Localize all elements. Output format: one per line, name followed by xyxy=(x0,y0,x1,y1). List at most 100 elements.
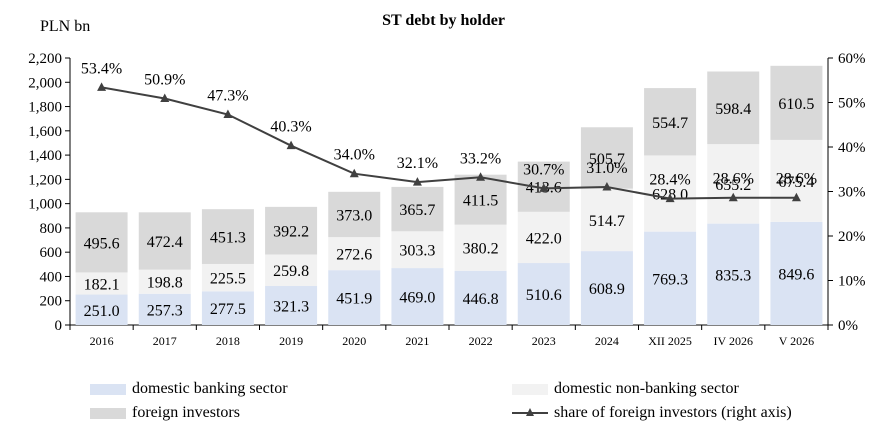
bar-data-label: 505.7 xyxy=(589,151,625,168)
bar-data-label: 422.0 xyxy=(526,230,562,247)
legend-item-banking: domestic banking sector xyxy=(90,380,288,398)
share-line-marker xyxy=(97,82,107,91)
share-line-label: 50.9% xyxy=(144,71,185,88)
bar-data-label: 182.1 xyxy=(84,276,120,293)
share-line-label: 53.4% xyxy=(81,60,122,77)
share-line-marker xyxy=(602,182,612,191)
bar-segment-foreign xyxy=(265,206,318,255)
bar-segment-foreign xyxy=(770,65,823,140)
share-line-label: 28.4% xyxy=(649,172,690,189)
bar-data-label: 849.6 xyxy=(778,266,814,283)
bar-data-label: 446.8 xyxy=(463,291,499,308)
bar-data-label: 451.9 xyxy=(336,291,372,308)
bar-segment-nonbanking xyxy=(75,272,128,295)
bar-segment-banking xyxy=(707,223,760,325)
bar-data-label: 373.0 xyxy=(336,207,372,224)
x-tick-label: 2019 xyxy=(279,334,303,348)
y-right-tick-label: 30% xyxy=(838,185,866,201)
x-tick-label: XII 2025 xyxy=(648,334,692,348)
bar-data-label: 495.6 xyxy=(84,235,120,252)
bar-segment-foreign xyxy=(75,212,128,273)
bar-segment-nonbanking xyxy=(138,269,191,294)
share-line-label: 30.7% xyxy=(523,161,564,178)
bar-data-label: 303.3 xyxy=(399,243,435,260)
y-left-tick-label: 2,000 xyxy=(28,75,62,91)
share-line-label: 33.2% xyxy=(460,150,501,167)
bar-data-label: 257.3 xyxy=(147,302,183,319)
y-right-tick-label: 50% xyxy=(838,96,866,112)
y-left-tick-label: 1,000 xyxy=(28,197,62,213)
bar-segment-foreign xyxy=(454,174,507,225)
bar-data-label: 472.4 xyxy=(147,234,183,251)
bar-data-label: 610.5 xyxy=(778,96,814,113)
y-right-tick-label: 0% xyxy=(838,318,858,334)
bar-segment-foreign xyxy=(138,212,191,270)
share-line-label: 47.3% xyxy=(207,88,248,105)
bar-data-label: 225.5 xyxy=(210,271,246,288)
bar-segment-nonbanking xyxy=(265,254,318,287)
bar-data-label: 411.5 xyxy=(463,193,498,210)
y-left-tick-label: 600 xyxy=(40,245,63,261)
share-line-marker xyxy=(160,93,170,102)
share-line xyxy=(101,86,797,200)
bar-data-label: 675.4 xyxy=(778,174,814,191)
bar-data-label: 835.3 xyxy=(715,267,751,284)
y-right-tick-label: 40% xyxy=(838,140,866,156)
y-left-tick-label: 800 xyxy=(40,221,63,237)
bar-segment-banking xyxy=(201,291,254,325)
y-left-tick-label: 2,200 xyxy=(28,51,62,67)
bar-segment-banking xyxy=(770,221,823,325)
y-left-tick-label: 1,400 xyxy=(28,148,62,164)
x-tick-label: 2020 xyxy=(342,334,366,348)
bar-segment-foreign xyxy=(391,186,444,232)
y-right-tick-label: 60% xyxy=(838,51,866,67)
bar-segment-nonbanking xyxy=(517,211,570,264)
bar-data-label: 277.5 xyxy=(210,301,246,318)
bar-segment-nonbanking xyxy=(644,155,697,232)
bar-segment-nonbanking xyxy=(391,231,444,269)
bar-segment-foreign xyxy=(201,209,254,264)
share-line-label: 28.6% xyxy=(713,171,754,188)
y-left-tick-label: 0 xyxy=(55,318,63,334)
legend-item-foreign: foreign investors xyxy=(90,404,240,422)
bar-data-label: 198.8 xyxy=(147,275,183,292)
bar-segment-nonbanking xyxy=(328,237,381,271)
legend-item-share-line: share of foreign investors (right axis) xyxy=(512,404,792,422)
bar-data-label: 392.2 xyxy=(273,224,309,241)
bar-segment-banking xyxy=(75,294,128,325)
bar-segment-nonbanking xyxy=(770,139,823,222)
bar-data-label: 608.9 xyxy=(589,281,625,298)
x-tick-label: 2016 xyxy=(90,334,114,348)
legend-swatch-nonbanking xyxy=(512,383,548,395)
legend-swatch-share-line xyxy=(512,407,548,419)
share-line-marker xyxy=(665,193,675,203)
x-tick-label: IV 2026 xyxy=(714,334,753,348)
y-right-tick-label: 10% xyxy=(838,274,866,290)
bar-segment-nonbanking xyxy=(707,144,760,224)
share-line-marker xyxy=(286,140,296,150)
bar-data-label: 469.0 xyxy=(399,290,435,307)
share-line-marker xyxy=(476,172,486,181)
y-right-tick-label: 20% xyxy=(838,229,866,245)
bar-data-label: 655.2 xyxy=(715,177,751,194)
share-line-label: 32.1% xyxy=(397,155,438,172)
x-tick-label: 2018 xyxy=(216,334,240,348)
share-line-label: 28.6% xyxy=(776,171,817,188)
y-left-tick-label: 200 xyxy=(40,294,63,310)
share-line-marker xyxy=(412,177,422,186)
x-tick-label: 2024 xyxy=(595,334,619,348)
share-line-marker xyxy=(728,192,738,202)
bar-data-label: 510.6 xyxy=(526,287,562,304)
legend-label-share-line: share of foreign investors (right axis) xyxy=(554,404,792,421)
y-left-tick-label: 1,600 xyxy=(28,124,62,140)
bar-data-label: 380.2 xyxy=(463,241,499,258)
legend-label-foreign: foreign investors xyxy=(132,404,240,421)
y-axis-left-title: PLN bn xyxy=(40,18,91,35)
legend-swatch-foreign xyxy=(90,407,126,419)
bar-data-label: 259.8 xyxy=(273,263,309,280)
bar-data-label: 769.3 xyxy=(652,271,688,288)
share-line-marker xyxy=(349,168,359,178)
bar-segment-foreign xyxy=(707,71,760,145)
legend-label-banking: domestic banking sector xyxy=(132,380,288,397)
